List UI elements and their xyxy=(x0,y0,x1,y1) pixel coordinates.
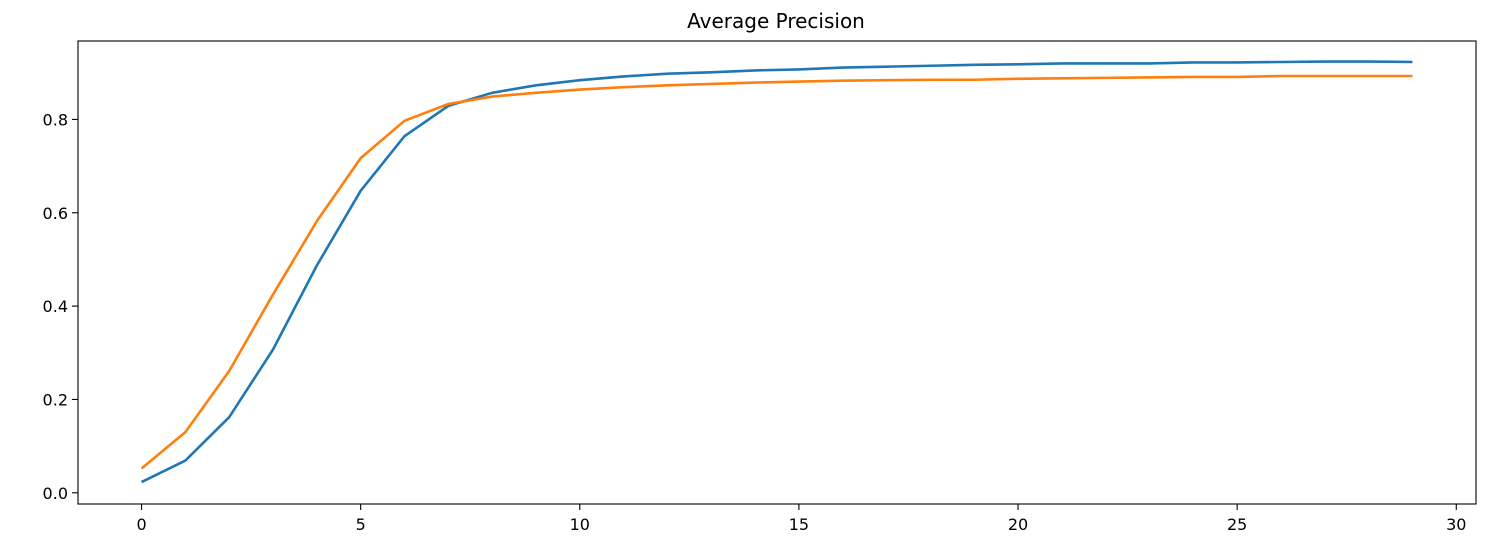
x-tick-label: 5 xyxy=(356,515,366,534)
y-axis: 0.0 0.2 0.4 0.6 0.8 xyxy=(43,110,78,503)
x-tick-label: 0 xyxy=(136,515,146,534)
plot-frame xyxy=(77,40,1477,505)
series-layer xyxy=(140,60,1413,484)
chart-title: Average Precision xyxy=(687,9,865,33)
y-tick-label: 0.8 xyxy=(43,110,68,129)
y-tick-label: 0.2 xyxy=(43,390,68,409)
x-tick-label: 15 xyxy=(789,515,809,534)
x-tick-label: 30 xyxy=(1446,515,1466,534)
x-tick-label: 20 xyxy=(1008,515,1028,534)
series-line-1 xyxy=(140,60,1413,484)
x-tick-label: 25 xyxy=(1227,515,1247,534)
x-axis: 0 5 10 15 20 25 30 xyxy=(136,504,1466,534)
y-tick-label: 0.0 xyxy=(43,484,68,503)
y-tick-label: 0.6 xyxy=(43,204,68,223)
y-tick-label: 0.4 xyxy=(43,297,68,316)
series-line-2 xyxy=(140,74,1413,470)
x-tick-label: 10 xyxy=(570,515,590,534)
